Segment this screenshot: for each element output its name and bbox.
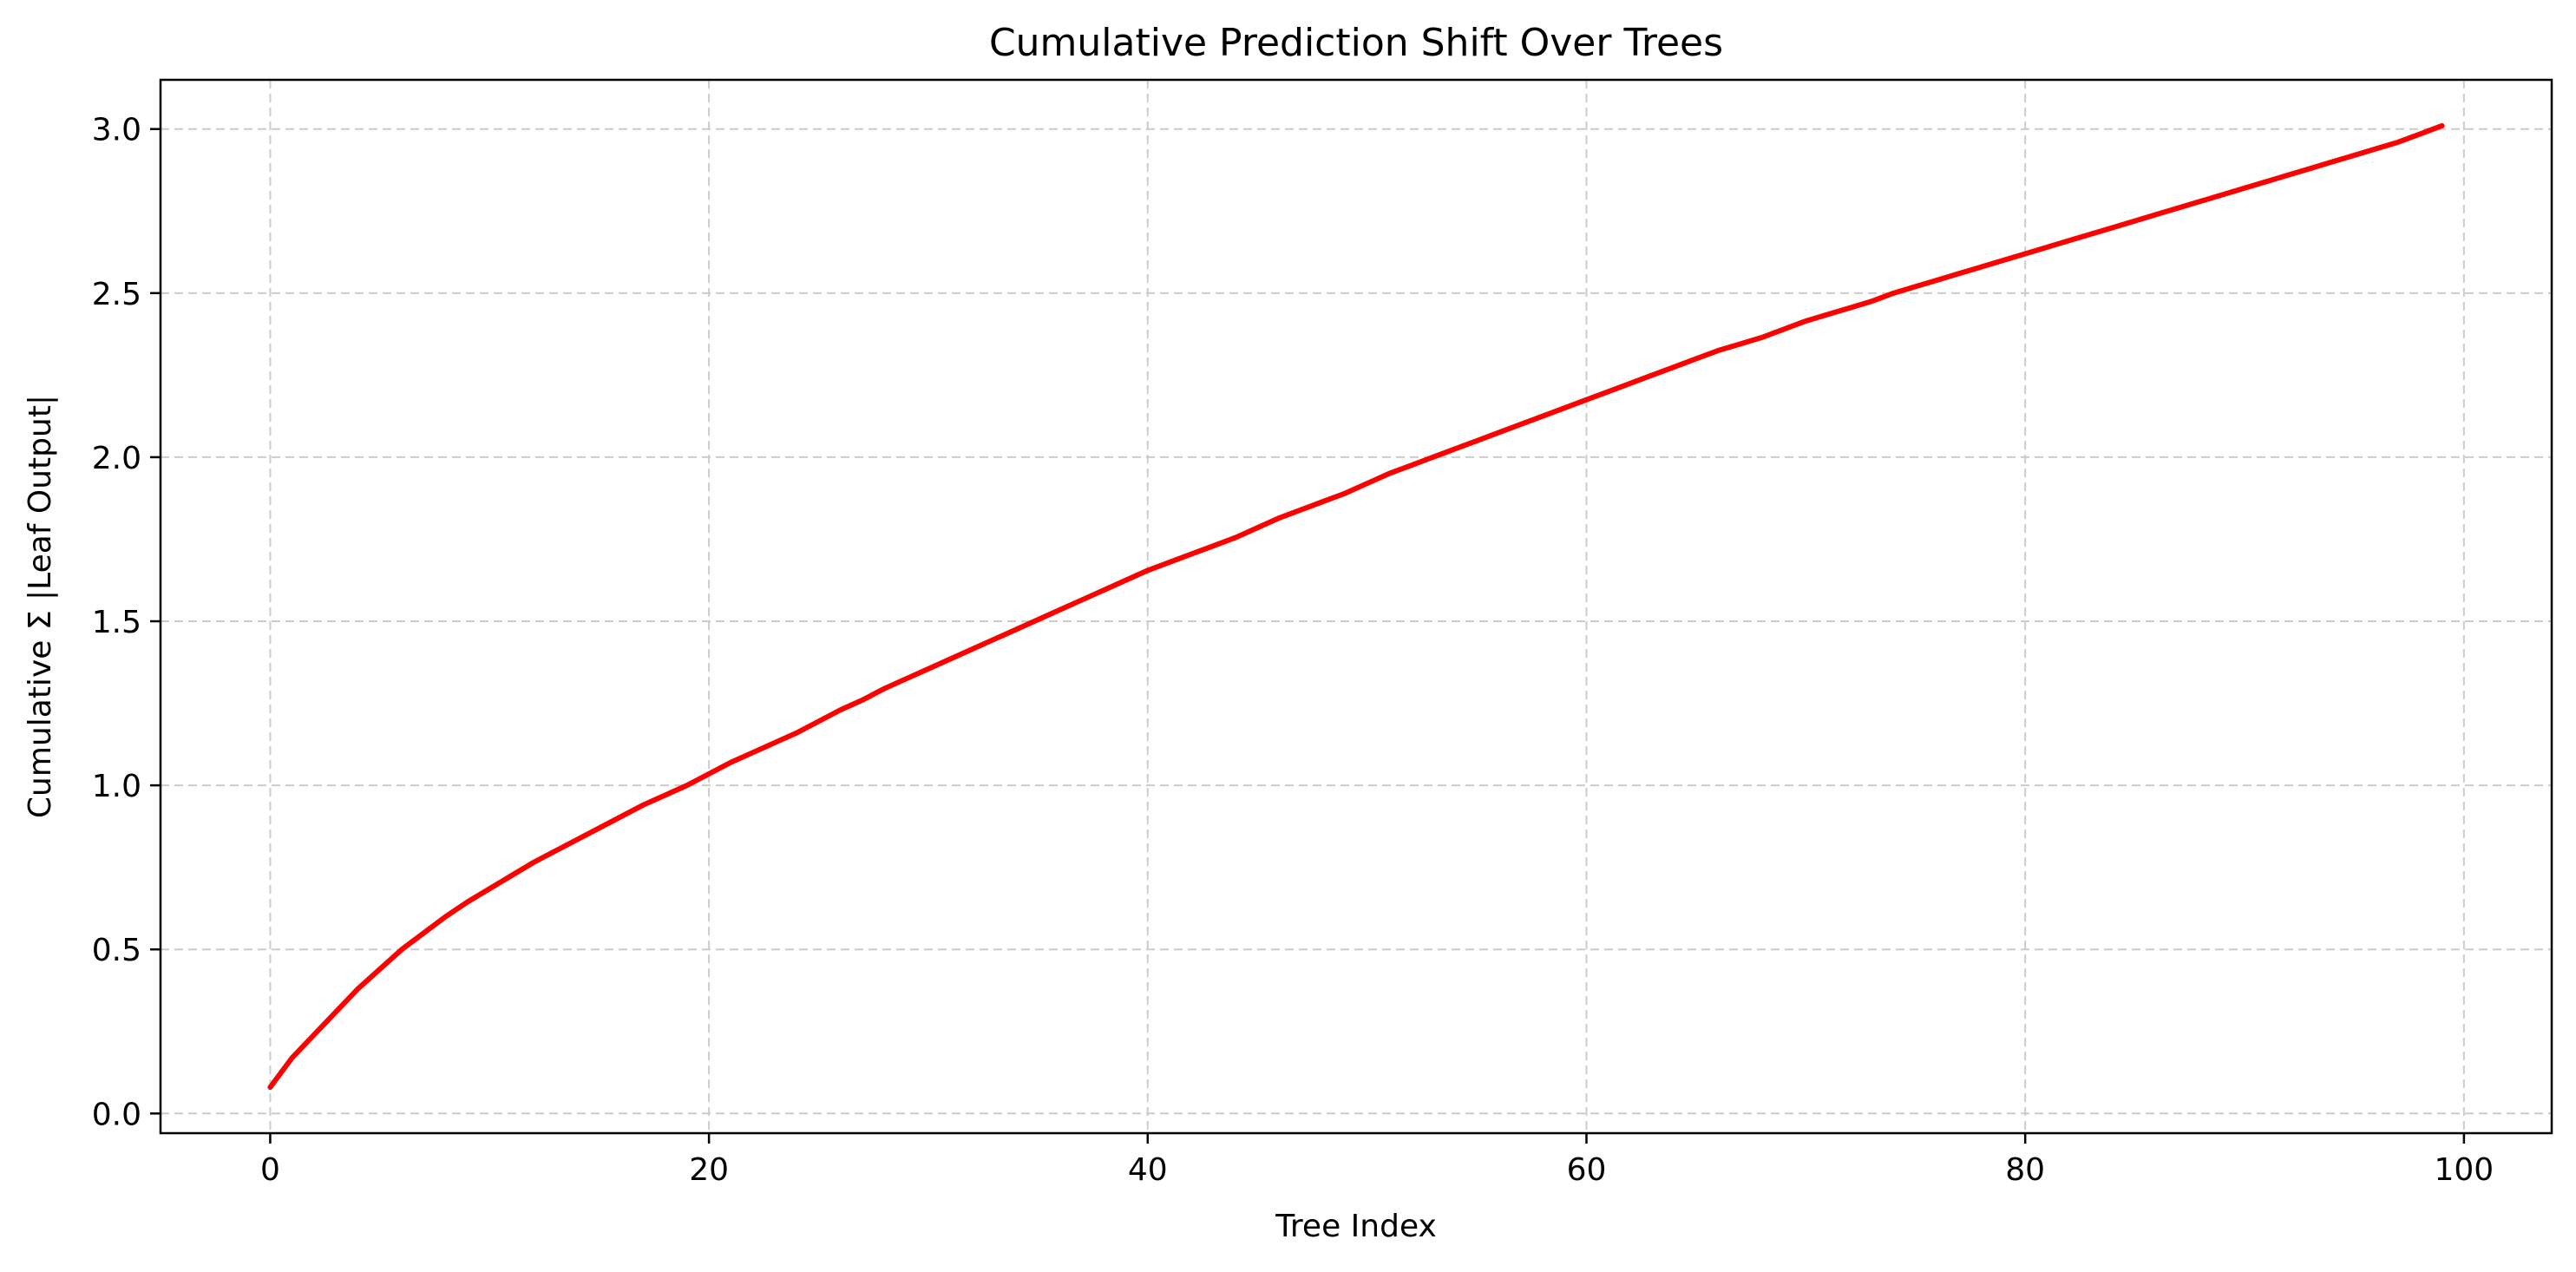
x-tick-label: 40 xyxy=(1128,1152,1168,1188)
y-tick-label: 0.5 xyxy=(92,933,141,968)
y-tick-label: 1.0 xyxy=(92,769,141,804)
y-axis-label: Cumulative Σ |Leaf Output| xyxy=(23,395,58,818)
y-tick-label: 2.0 xyxy=(92,441,141,476)
y-axis-ticks: 0.0 0.5 1.0 1.5 2.0 2.5 3.0 xyxy=(92,113,161,1132)
y-tick-label: 1.5 xyxy=(92,605,141,640)
x-tick-label: 80 xyxy=(2005,1152,2045,1188)
series-line-0 xyxy=(267,122,2445,1091)
x-tick-label: 0 xyxy=(260,1152,280,1188)
x-axis-ticks: 0 20 40 60 80 100 xyxy=(260,1133,2494,1188)
x-axis-label: Tree Index xyxy=(1275,1209,1437,1244)
y-tick-label: 3.0 xyxy=(92,113,141,148)
x-tick-label: 100 xyxy=(2435,1152,2494,1188)
chart-title: Cumulative Prediction Shift Over Trees xyxy=(989,21,1723,65)
grid xyxy=(161,80,2552,1133)
y-tick-label: 0.0 xyxy=(92,1097,141,1132)
series-layer xyxy=(267,122,2445,1091)
x-tick-label: 20 xyxy=(689,1152,729,1188)
y-tick-label: 2.5 xyxy=(92,277,141,312)
x-tick-label: 60 xyxy=(1567,1152,1607,1188)
axes-frame xyxy=(159,78,2553,1135)
